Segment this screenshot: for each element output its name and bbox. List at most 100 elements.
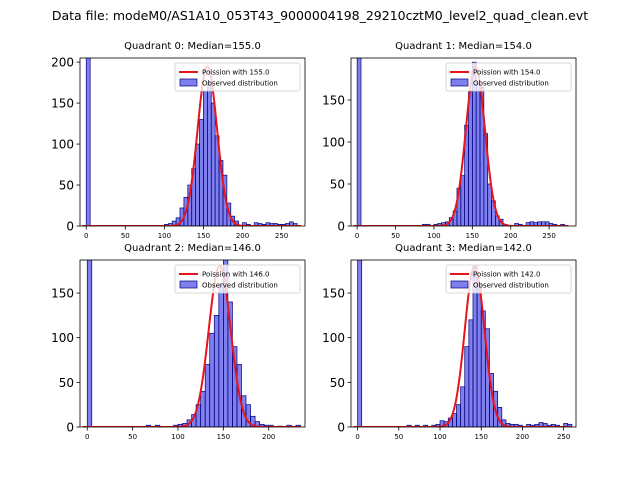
legend-label-poisson: Poission with 142.0 — [473, 271, 541, 279]
x-tick-label: 200 — [262, 433, 275, 441]
x-tick-label: 100 — [427, 232, 440, 240]
x-tick-label: 50 — [121, 232, 130, 240]
legend-label-observed: Observed distribution — [202, 80, 278, 88]
x-tick-label: 0 — [355, 232, 359, 240]
y-tick-label: 50 — [330, 376, 345, 390]
histogram-bar — [204, 364, 211, 427]
legend-box — [174, 264, 301, 294]
legend-bar-swatch — [179, 78, 198, 87]
legend-label-poisson: Poission with 155.0 — [202, 69, 270, 77]
x-tick-label: 150 — [475, 433, 488, 441]
subplot-title: Quadrant 2: Median=146.0 — [124, 243, 261, 254]
histogram-bar — [203, 90, 208, 226]
x-tick-label: 250 — [542, 232, 555, 240]
axes-frame — [79, 57, 306, 227]
histogram-bar — [200, 390, 206, 427]
histogram-bar — [475, 82, 481, 226]
x-tick-label: 250 — [557, 433, 570, 441]
legend: Poission with 154.0 Observed distribution — [445, 62, 572, 92]
legend-label-poisson: Poission with 146.0 — [202, 271, 270, 279]
y-tick-label: 50 — [59, 376, 74, 390]
poisson-curve — [353, 265, 572, 427]
subplot-0: Quadrant 0: Median=155.0 0 50 100 150 200 250 0… — [51, 41, 306, 240]
poisson-curve — [353, 65, 569, 226]
y-tick-label: 50 — [59, 179, 74, 193]
y-tick-label: 0 — [337, 220, 345, 234]
x-tick-label: 50 — [391, 232, 400, 240]
histogram-bar — [209, 332, 215, 427]
legend-label-observed: Observed distribution — [473, 80, 549, 88]
histogram-bar — [460, 175, 466, 226]
histogram-bar — [357, 260, 363, 427]
x-tick-label: 150 — [466, 232, 479, 240]
histogram-bar — [85, 58, 91, 226]
histogram-bar — [468, 319, 474, 427]
x-tick-label: 100 — [158, 232, 171, 240]
legend-box — [174, 62, 301, 92]
y-tick-label: 100 — [322, 136, 345, 150]
histogram-bar — [476, 283, 482, 427]
legend-box — [445, 264, 572, 294]
x-tick-label: 150 — [217, 433, 230, 441]
legend: Poission with 142.0 Observed distribution — [445, 264, 572, 294]
legend-box — [445, 62, 572, 92]
legend-label-observed: Observed distribution — [473, 282, 549, 290]
subplot-title: Quadrant 1: Median=154.0 — [395, 41, 532, 52]
figure-title: Data file: modeM0/AS1A10_053T43_90000041… — [51, 8, 589, 23]
y-tick-label: 150 — [322, 94, 345, 108]
x-tick-label: 200 — [236, 232, 249, 240]
x-tick-label: 50 — [128, 433, 137, 441]
x-tick-label: 0 — [84, 232, 88, 240]
histogram-bar — [210, 102, 216, 226]
y-tick-label: 50 — [330, 178, 345, 192]
subplot-3: Quadrant 3: Median=142.0 0 50 100 150 200 250 0… — [322, 243, 577, 441]
y-tick-label: 0 — [337, 421, 345, 435]
x-tick-label: 100 — [433, 433, 446, 441]
poisson-curve — [82, 65, 302, 226]
histogram-bar — [464, 346, 470, 427]
y-tick-label: 200 — [51, 56, 74, 70]
legend-bar-swatch — [450, 78, 469, 87]
y-tick-label: 100 — [322, 331, 345, 345]
x-tick-label: 200 — [504, 232, 517, 240]
subplot-2: Quadrant 2: Median=146.0 0 50 100 150 200 0 50 1… — [51, 243, 306, 441]
histogram-bar — [356, 58, 362, 226]
axes-frame — [350, 259, 577, 428]
axes-frame — [79, 259, 306, 428]
histogram-bar — [199, 119, 204, 226]
subplot-title: Quadrant 0: Median=155.0 — [124, 41, 261, 52]
histogram-bar — [460, 386, 466, 427]
x-tick-label: 0 — [85, 433, 89, 441]
legend-label-poisson: Poission with 154.0 — [473, 69, 541, 77]
histogram-bar — [468, 91, 473, 226]
histogram-bar — [456, 404, 461, 427]
histogram-bar — [213, 315, 220, 427]
histogram-bar — [206, 82, 212, 226]
y-tick-label: 0 — [66, 421, 74, 435]
x-tick-label: 250 — [275, 232, 288, 240]
x-tick-label: 0 — [355, 433, 359, 441]
subplot-title: Quadrant 3: Median=142.0 — [395, 243, 532, 254]
x-tick-label: 100 — [171, 433, 184, 441]
x-tick-label: 150 — [197, 232, 210, 240]
x-tick-label: 200 — [516, 433, 529, 441]
histogram-bar — [567, 423, 573, 427]
y-tick-label: 150 — [322, 287, 345, 301]
legend-label-observed: Observed distribution — [202, 282, 278, 290]
y-tick-label: 100 — [51, 331, 74, 345]
x-tick-label: 50 — [394, 433, 403, 441]
legend-bar-swatch — [450, 280, 469, 289]
legend-bar-swatch — [179, 280, 198, 289]
histogram-bar — [195, 143, 200, 226]
subplot-1: Quadrant 1: Median=154.0 0 50 100 150 200 250 0… — [322, 41, 577, 240]
y-tick-label: 150 — [51, 287, 74, 301]
histogram-bar — [218, 283, 224, 427]
histogram-bar — [86, 260, 93, 427]
legend: Poission with 155.0 Observed distribution — [174, 62, 301, 92]
y-tick-label: 150 — [51, 97, 74, 111]
y-tick-label: 100 — [51, 138, 74, 152]
legend: Poission with 146.0 Observed distribution — [174, 264, 301, 294]
y-tick-label: 0 — [66, 220, 74, 234]
